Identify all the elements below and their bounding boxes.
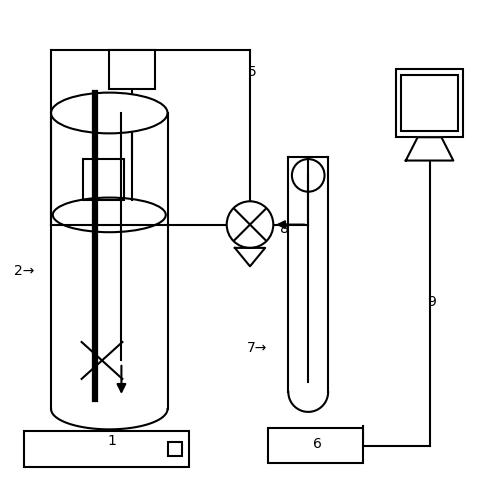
Circle shape [226,202,274,248]
Bar [402,75,458,131]
Text: 2→: 2→ [14,264,34,278]
Ellipse shape [51,93,168,133]
Text: 4: 4 [117,58,126,71]
Text: 6: 6 [314,437,322,451]
Text: 3: 3 [88,179,96,193]
Bar [82,159,124,201]
Bar [110,50,156,89]
Text: 7→: 7→ [246,341,267,355]
Bar [168,442,182,456]
Polygon shape [406,137,454,161]
Bar [24,431,190,467]
Text: 10: 10 [418,111,436,125]
Text: 9: 9 [428,295,436,309]
Bar [268,428,362,463]
Text: 5: 5 [248,65,257,79]
Text: 8: 8 [280,223,288,237]
Text: 1: 1 [108,433,116,447]
Bar [396,69,464,137]
